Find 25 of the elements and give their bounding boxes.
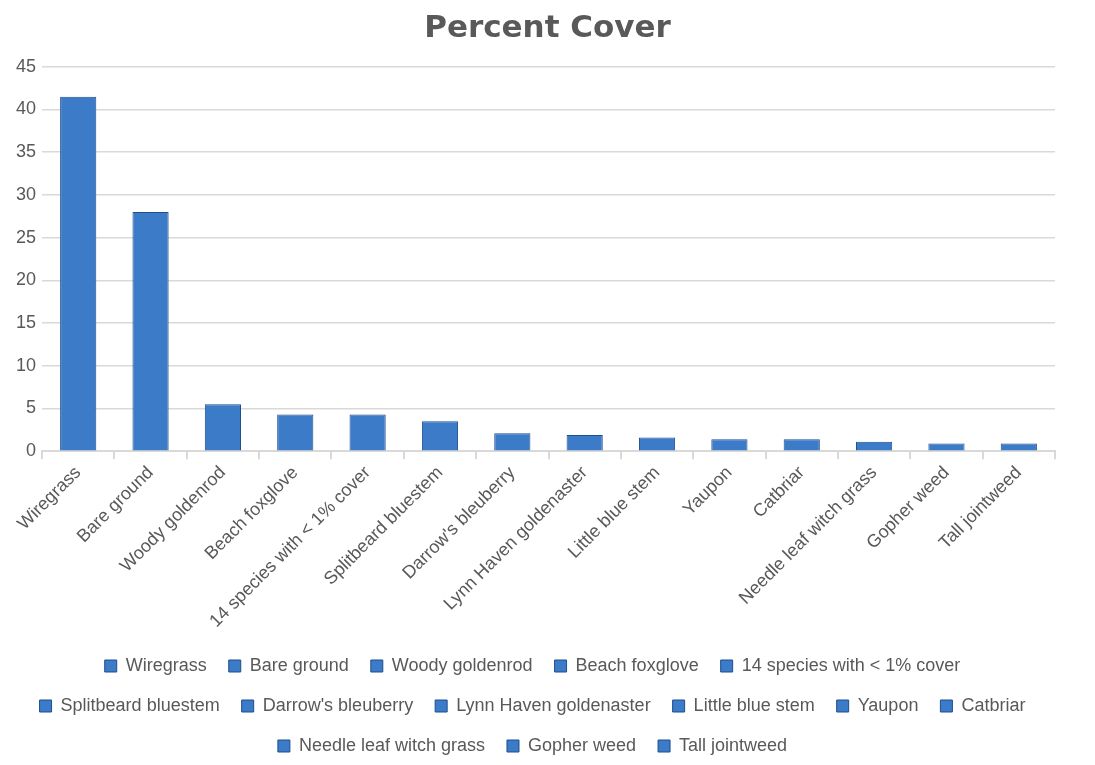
chart-title: Percent Cover [423, 7, 672, 46]
legend-label: Tall jointweed [679, 734, 788, 755]
legend-label: Needle leaf witch grass [298, 734, 485, 755]
y-tick-label: 15 [15, 312, 37, 332]
y-tick-label: 10 [15, 354, 37, 375]
y-tick-label: 25 [15, 226, 37, 247]
legend-label: 14 species with < 1% cover [741, 654, 961, 675]
legend-label: Catbriar [961, 694, 1026, 715]
y-tick-label: 45 [15, 55, 37, 76]
legend-label: Little blue stem [693, 694, 815, 715]
legend-label: Lynn Haven goldenaster [456, 694, 651, 715]
y-tick-label: 0 [26, 440, 37, 461]
y-tick-label: 20 [15, 269, 37, 290]
legend-label: Yaupon [857, 694, 919, 715]
legend-label: Wiregrass [125, 654, 207, 675]
legend-label: Beach foxglove [575, 654, 699, 675]
y-tick-label: 30 [15, 183, 37, 204]
y-tick-label: 5 [26, 397, 37, 418]
legend-label: Woody goldenrod [391, 654, 533, 675]
legend-label: Bare ground [249, 654, 349, 675]
legend-label: Gopher weed [527, 734, 637, 755]
legend-label: Splitbeard bluestem [60, 694, 220, 715]
legend-label: Darrow's bleuberry [262, 694, 414, 715]
y-tick-label: 35 [15, 141, 37, 162]
y-tick-label: 40 [15, 98, 37, 119]
